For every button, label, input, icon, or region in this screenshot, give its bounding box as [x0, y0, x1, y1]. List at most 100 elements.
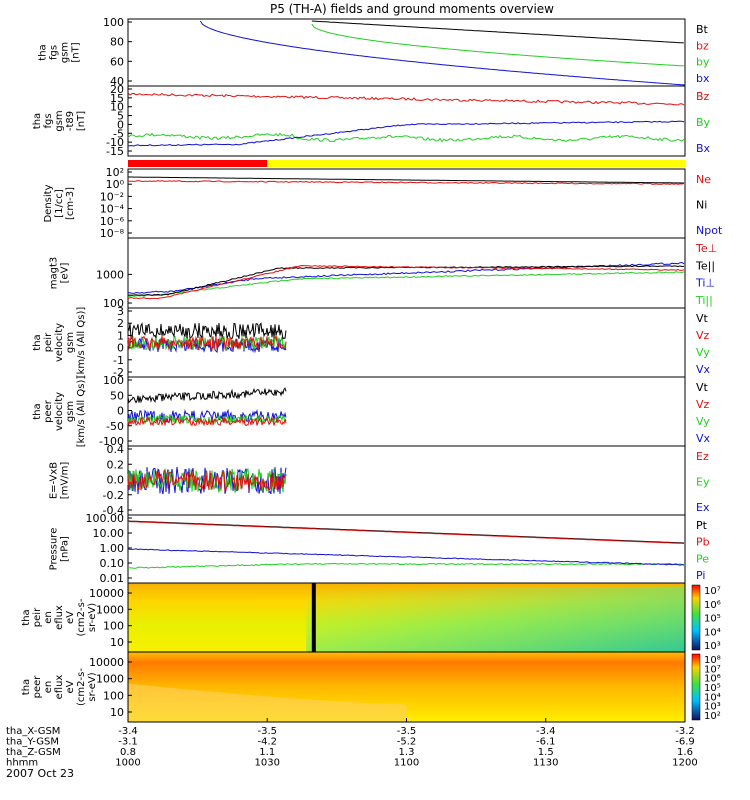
series-lines [127, 92, 685, 147]
y-axis-label-line: eflux [54, 675, 65, 700]
panel-frame [127, 307, 686, 378]
y-axis-label-line: [nT] [76, 111, 87, 131]
y-tick-label: -10 [106, 136, 124, 149]
y-tick-label: 10 [110, 636, 124, 649]
y-axis-label-line: tha [38, 44, 49, 60]
x-axis-row-label: hhmm [6, 758, 38, 769]
panel-frame [127, 376, 686, 447]
panel-p1: 100 80 60 40 tha fgs gsm [nT] Bt bz by bx [38, 16, 710, 88]
series-lines [127, 387, 287, 427]
y-axis-label-line: velocity [54, 392, 65, 431]
y-tick-label: 10⁻² [100, 190, 124, 203]
y-axis-label-line: gsm [65, 401, 76, 422]
legend-entry: Ti|| [695, 294, 713, 307]
y-axis-label-line: [km/s (All Qs)] [76, 307, 87, 379]
series-Vt [127, 322, 287, 341]
y-axis-label: tha fgs gsm -t89 [nT] [32, 110, 87, 131]
panel-p4: 1000 100 magt3 [eV] Te⊥ Te|| Ti⊥ Ti|| [49, 237, 717, 310]
y-axis-label-line: [nPa] [60, 536, 71, 562]
legend-entry: By [696, 116, 711, 129]
legend-entry: Npot [696, 224, 723, 237]
series-lines [127, 261, 685, 300]
y-tick-label: -0.4 [103, 504, 124, 517]
legend-entry: Vz [696, 398, 710, 411]
y-tick-label: 60 [110, 55, 124, 68]
y-tick-label: 0.2 [107, 458, 125, 471]
colorbar-tick-label: 10⁵ [704, 614, 721, 625]
x-axis-value: -3.4 [118, 726, 138, 737]
y-axis-label-line: peer [43, 399, 54, 423]
series-lines [199, 20, 685, 86]
panel-frame [127, 168, 686, 239]
x-axis-value: -3.2 [675, 726, 695, 737]
y-tick-label: -2 [113, 366, 124, 379]
y-tick-label: 100 [103, 374, 124, 387]
legend-entry: Pb [696, 536, 710, 549]
y-axis-label-line: tha [32, 334, 43, 350]
legend-entry: Ni [696, 199, 707, 212]
y-tick-label: -100 [99, 435, 124, 448]
legend-entry: Vx [696, 363, 711, 376]
x-axis-value: -6.1 [536, 737, 556, 748]
y-axis-label-line: fgs [43, 113, 54, 128]
legend-entry: Ey [696, 476, 710, 489]
heatmap-band [128, 683, 407, 722]
colorbar-tick-label: 10⁵ [704, 683, 721, 694]
y-axis-label-line: sr-eV) [87, 603, 98, 632]
series-Bx [127, 120, 685, 147]
y-axis-label-line: peir [32, 607, 43, 627]
legend-entry: by [696, 56, 710, 69]
y-tick-label: 50 [110, 389, 124, 402]
x-axis-labels: tha_X-GSM -3.4 -3.5 -3.5 -3.4 -3.2 tha_Y-GSM -3… [6, 718, 698, 769]
legend-entry: Ti⊥ [695, 277, 715, 290]
series-lines [127, 520, 685, 569]
series-Ey [127, 468, 287, 494]
y-axis-label: Density [1/cc] [cm-3] [43, 184, 76, 222]
y-tick-label: 1 [117, 329, 124, 342]
y-tick-label: 100 [103, 297, 124, 310]
y-tick-label: -15 [106, 145, 124, 158]
y-tick-label: 0.0 [107, 474, 125, 487]
series-lines [127, 467, 287, 495]
panel-frame [127, 85, 686, 157]
legend-entry: Bt [696, 23, 709, 36]
colorbar-tick-label: 10⁶ [704, 674, 721, 685]
y-tick-label: 0.10 [100, 557, 125, 570]
series-Bt [311, 20, 684, 44]
series-Ne [127, 180, 685, 185]
heatmap-cool-region [306, 586, 685, 652]
y-axis-label-line: Pressure [49, 528, 60, 571]
y-axis-label-line: (cm2-s- [76, 668, 87, 706]
y-tick-label: 10⁻⁴ [100, 203, 125, 216]
y-tick-label: 15 [110, 92, 124, 105]
panel-p8: 100.00 10.00 1.00 0.10 0.01 Pressure [nPa] Pt Pb… [49, 512, 710, 585]
y-axis-label-line: eV [65, 680, 76, 693]
y-tick-label: 3 [117, 305, 124, 318]
x-axis-value: -3.1 [118, 737, 138, 748]
y-tick-label: 1000 [96, 603, 124, 616]
x-axis-value: -3.5 [257, 726, 277, 737]
y-tick-label: 0 [117, 405, 124, 418]
y-tick-label: 0 [117, 118, 124, 131]
series-lines [127, 176, 685, 185]
y-tick-label: 0.01 [100, 572, 125, 585]
y-tick-label: 1000 [96, 673, 124, 686]
x-axis-value: 1100 [394, 758, 419, 769]
series-Pe [127, 562, 685, 569]
y-axis-label-line: tha [32, 403, 43, 419]
series-Ni [128, 176, 684, 184]
y-tick-label: 100 [103, 689, 124, 702]
y-tick-label: 20 [110, 83, 124, 96]
y-tick-label: 10⁻⁶ [100, 215, 125, 228]
legend-entry: Vt [696, 381, 709, 394]
panel-p9: 10⁷ 10⁶ 10⁵ 10⁴ 10³ 10000 1000 100 10 tha peir en ef… [21, 582, 721, 653]
panel-p7: 0.4 0.2 0.0 -0.2 -0.4 E=-VxB [mV/m] Ez Ey Ex [49, 443, 710, 517]
series-bx [199, 20, 685, 86]
x-axis-value: -3.5 [397, 726, 417, 737]
y-tick-label: 10² [106, 166, 124, 179]
x-axis-value: -4.2 [257, 737, 277, 748]
y-axis-label-line: gsm [60, 42, 71, 63]
legend-entry: Pt [696, 519, 708, 532]
